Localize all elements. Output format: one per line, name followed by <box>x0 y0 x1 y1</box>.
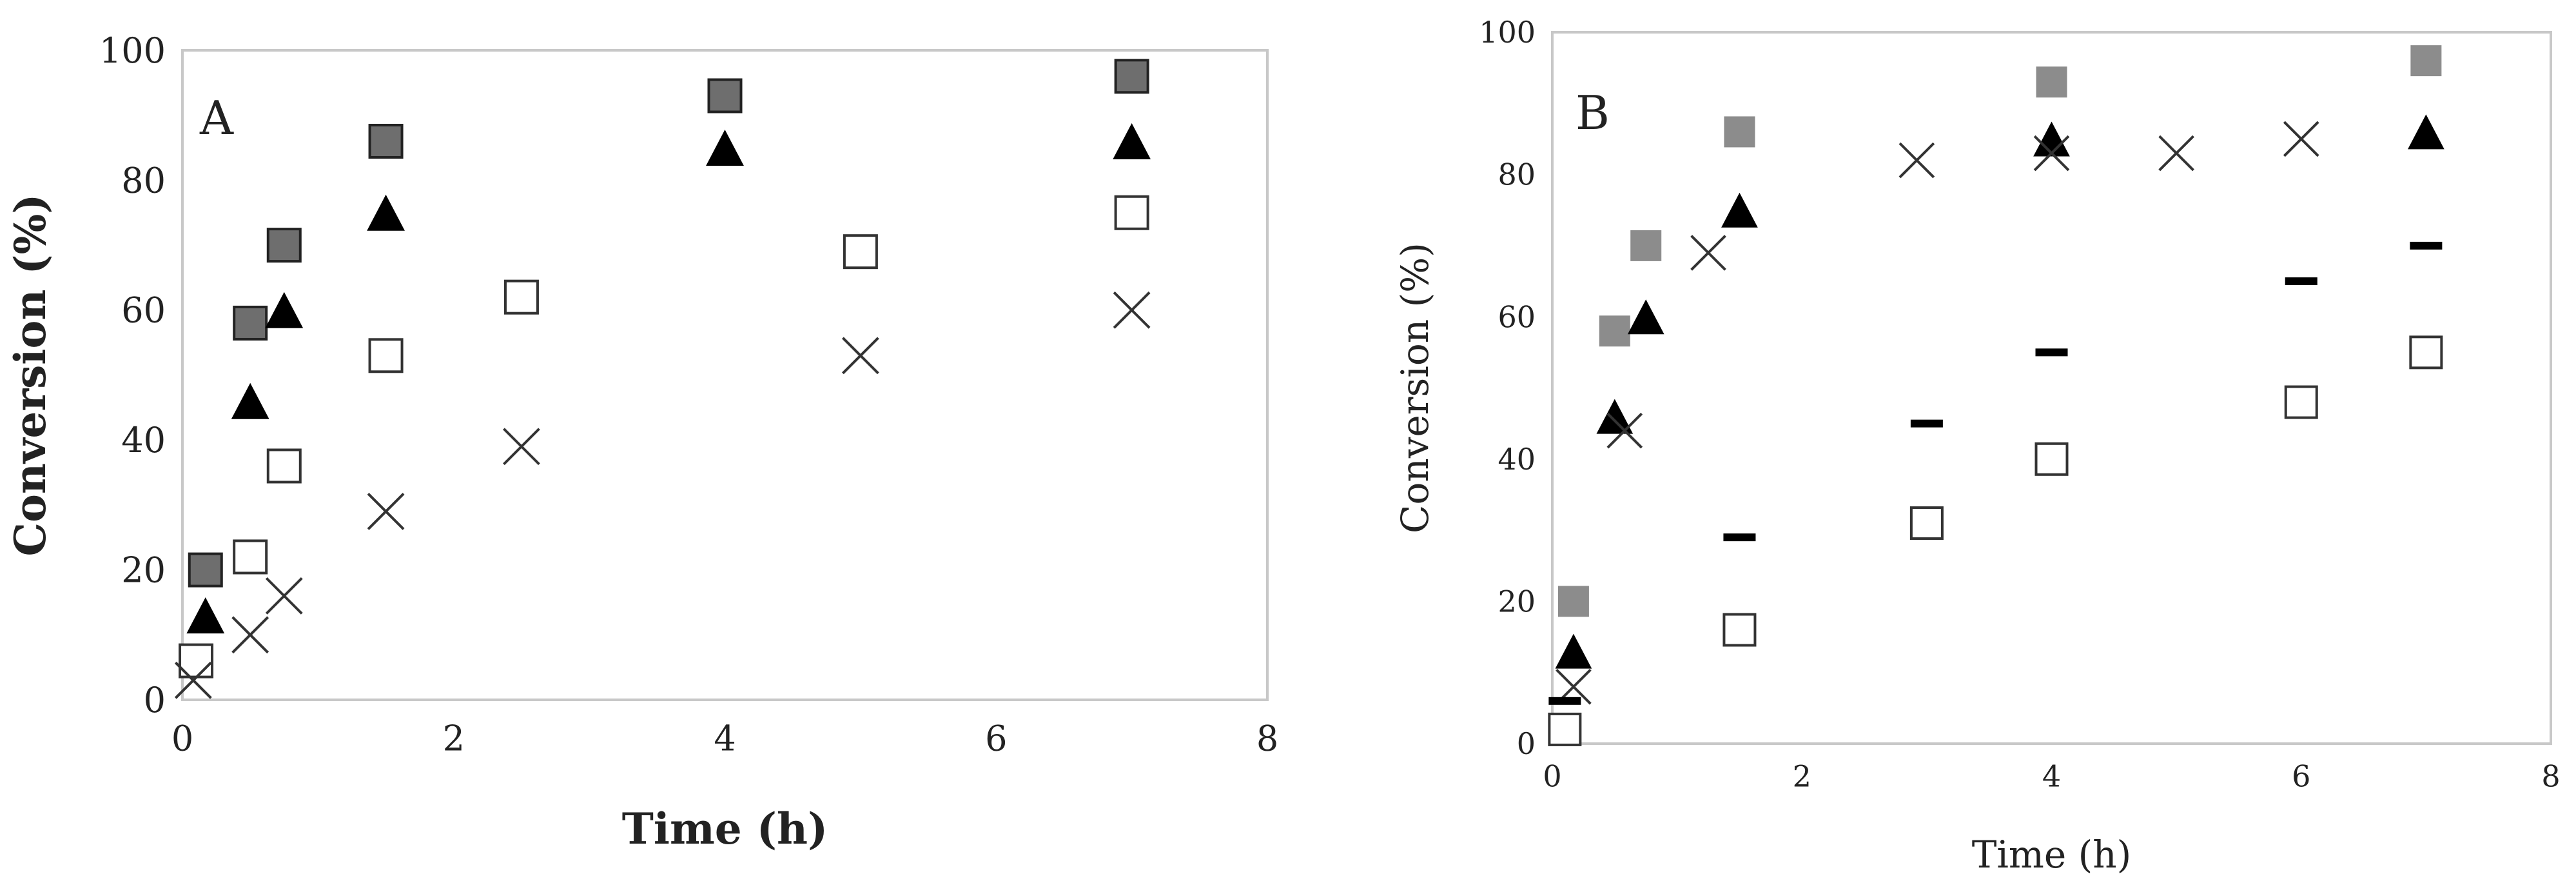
triangle-marker-b <box>2033 121 2070 157</box>
panel-label-a: A <box>199 91 234 145</box>
data-markers-b <box>1548 45 2444 746</box>
square-filled-marker-b <box>2410 45 2442 77</box>
x-tick-label: 2 <box>1793 759 1811 794</box>
cross-marker-b <box>1606 412 1643 449</box>
cross-marker-a <box>265 577 303 615</box>
y-tick-label: 100 <box>1479 15 1536 50</box>
cross-marker-a <box>231 616 269 654</box>
y-tick-label: 80 <box>121 160 166 201</box>
square-open-marker-b <box>1722 613 1757 647</box>
square-open-marker-b <box>1909 506 1944 540</box>
square-open-marker-a <box>843 234 878 270</box>
x-tick-label: 4 <box>2042 759 2061 794</box>
triangle-marker-b <box>1627 299 1664 335</box>
triangle-marker-b <box>1721 192 1758 228</box>
triangle-marker-a <box>367 194 405 231</box>
triangle-marker-b <box>2408 114 2444 150</box>
square-filled-marker-a <box>1114 59 1149 94</box>
y-axis-label-a: Conversion (%) <box>5 193 55 556</box>
x-tick-label: 0 <box>171 718 193 758</box>
square-open-marker-b <box>2034 442 2069 476</box>
cross-marker-b <box>2283 121 2319 157</box>
plot-area-b <box>1551 31 2552 745</box>
square-filled-marker-b <box>1599 315 1630 347</box>
square-filled-marker-b <box>1557 586 1589 617</box>
square-open-marker-a <box>233 539 268 575</box>
square-open-marker-b <box>2284 385 2318 419</box>
cross-marker-a <box>503 428 540 466</box>
cross-marker-b <box>1898 142 1935 179</box>
square-open-marker-a <box>266 448 302 484</box>
y-tick-label: 60 <box>121 290 166 331</box>
panel-b: 0 20 40 60 80 100 0 2 4 6 8 B Time (h) Conversion… <box>1393 15 2561 877</box>
data-markers-a <box>174 59 1151 699</box>
y-tick-label: 20 <box>121 550 166 591</box>
triangle-marker-a <box>1113 123 1151 159</box>
dash-marker-b <box>1910 419 1943 428</box>
square-open-marker-b <box>2409 335 2443 370</box>
y-tick-labels-a: 0 20 40 60 80 100 <box>99 30 166 720</box>
triangle-marker-a <box>231 382 269 419</box>
cross-marker-a <box>841 337 879 375</box>
dash-marker-b <box>1548 697 1581 705</box>
square-filled-marker-a <box>266 228 302 263</box>
cross-marker-a <box>1113 291 1151 329</box>
square-filled-marker-a <box>233 305 268 341</box>
square-open-marker-a <box>1114 195 1149 230</box>
square-filled-marker-a <box>188 552 223 588</box>
triangle-marker-a <box>265 292 304 328</box>
square-open-marker-b <box>1548 712 1582 746</box>
dash-marker-b <box>2285 277 2317 286</box>
dash-marker-b <box>1723 533 1756 542</box>
triangle-marker-b <box>1555 633 1592 669</box>
y-tick-label: 100 <box>99 30 166 71</box>
square-filled-marker-a <box>707 78 743 114</box>
cross-marker-b <box>2158 135 2194 172</box>
triangle-marker-a <box>706 130 744 166</box>
square-filled-marker-a <box>368 123 404 159</box>
y-tick-label: 40 <box>121 420 166 461</box>
y-tick-label: 0 <box>144 680 166 720</box>
cross-marker-a <box>174 661 212 699</box>
x-tick-labels-a: 0 2 4 6 8 <box>171 718 1278 758</box>
dash-marker-b <box>2035 348 2068 357</box>
cross-marker-b <box>2033 135 2070 172</box>
y-tick-label: 0 <box>1517 726 1536 761</box>
y-tick-labels-b: 0 20 40 60 80 100 <box>1479 15 1536 761</box>
y-axis-label-b: Conversion (%) <box>1393 243 1437 533</box>
cross-marker-b <box>1690 235 1726 271</box>
x-tick-label: 6 <box>2292 759 2310 794</box>
panel-a: 0 20 40 60 80 100 0 2 4 6 8 A Time (h) Conversion… <box>5 30 1278 854</box>
y-tick-label: 40 <box>1498 442 1536 477</box>
x-axis-label-b: Time (h) <box>1972 833 2132 877</box>
y-tick-label: 20 <box>1498 584 1536 619</box>
y-tick-label: 60 <box>1498 299 1536 334</box>
x-tick-label: 4 <box>714 718 736 758</box>
dash-marker-b <box>2410 241 2443 250</box>
triangle-marker-b <box>1596 399 1634 434</box>
panel-label-b: B <box>1576 86 1610 140</box>
square-filled-marker-b <box>1724 116 1755 148</box>
square-filled-marker-b <box>2036 66 2067 98</box>
cross-marker-a <box>367 493 405 530</box>
square-open-marker-a <box>368 338 404 373</box>
x-tick-label: 6 <box>985 718 1007 758</box>
x-tick-label: 8 <box>1256 718 1278 758</box>
square-open-marker-a <box>503 279 539 315</box>
square-filled-marker-b <box>1630 230 1662 261</box>
y-tick-label: 80 <box>1498 157 1536 192</box>
x-tick-label: 8 <box>2541 759 2560 794</box>
x-tick-label: 2 <box>443 718 465 758</box>
x-axis-label-a: Time (h) <box>622 804 828 854</box>
triangle-marker-a <box>186 597 225 634</box>
plot-area-a <box>181 49 1269 701</box>
x-tick-label: 0 <box>1543 759 1561 794</box>
x-tick-labels-b: 0 2 4 6 8 <box>1543 759 2560 794</box>
